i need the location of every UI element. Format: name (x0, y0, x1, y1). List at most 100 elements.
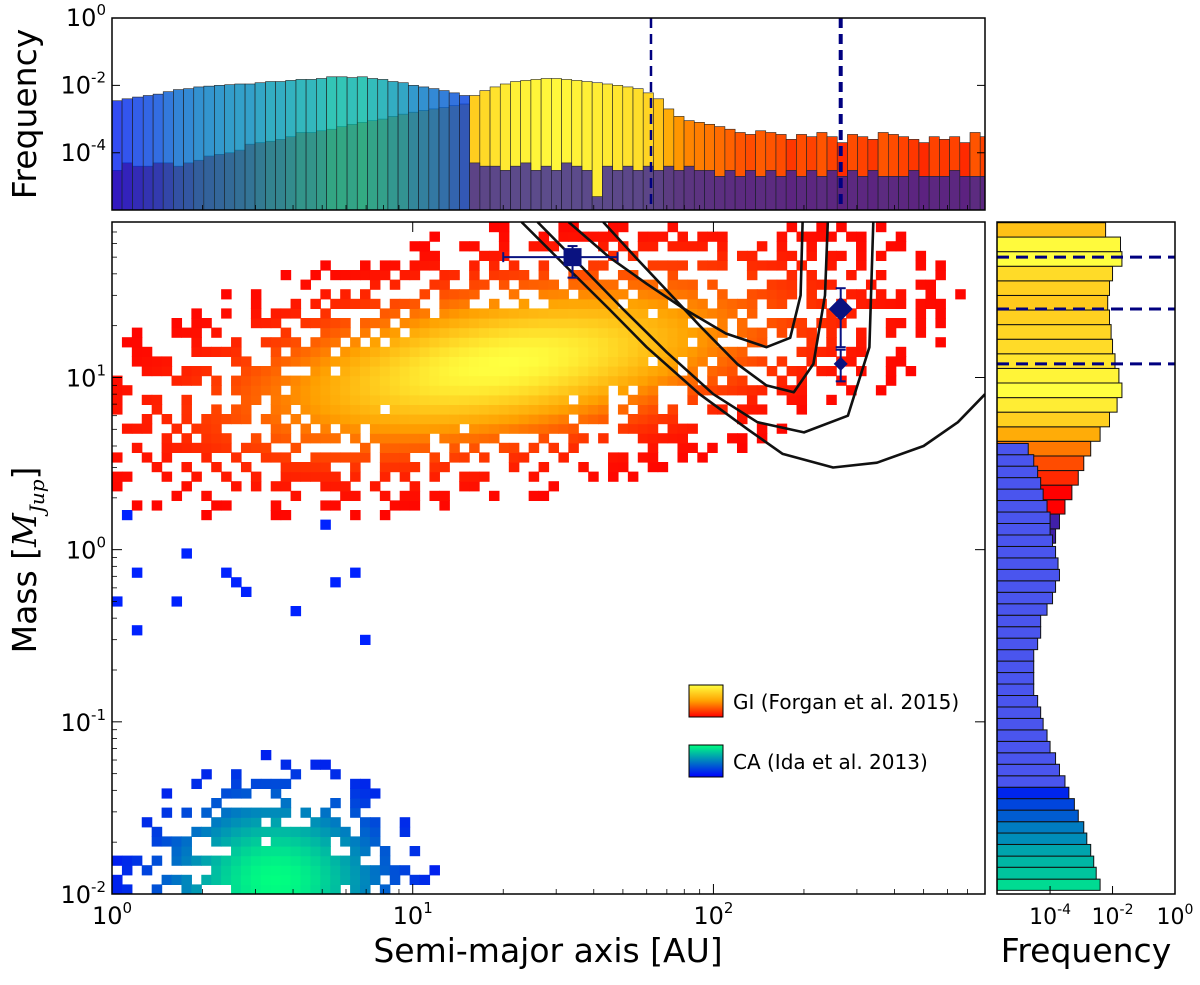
gi-cell (746, 404, 758, 415)
gi-cell (538, 289, 550, 300)
gi-cell (598, 337, 609, 348)
gi-cell (637, 452, 649, 463)
gi-cell (181, 414, 192, 425)
ca-cell (270, 855, 282, 866)
gi-cell (360, 346, 371, 357)
ca-cell (171, 874, 183, 885)
gi-cell (240, 394, 252, 405)
gi-cell (181, 462, 192, 473)
gi-cell (270, 318, 282, 329)
gi-cell (429, 423, 440, 434)
main-xtick-label-1-base: 10 (393, 902, 424, 930)
ca-cell (161, 836, 173, 847)
gi-cell (459, 356, 470, 367)
gi-cell (588, 327, 599, 338)
right-bar-right-bars-ca-26 (997, 580, 1057, 593)
gi-cell (746, 250, 758, 261)
ca-cell (240, 874, 252, 885)
right-histogram-x-axis-label: Frequency (1001, 931, 1171, 970)
gi-cell (211, 423, 222, 434)
gi-cell (399, 414, 411, 425)
right-histogram-frame (996, 221, 1176, 895)
gi-cell (627, 337, 639, 348)
top-bar-top-bars-ca-21 (326, 76, 338, 210)
gi-cell (389, 404, 401, 415)
gi-cell (588, 375, 599, 386)
top-bar-top-bars-ca-49 (612, 170, 624, 210)
gi-cell (548, 394, 560, 405)
gi-cell (459, 404, 470, 415)
gi-cell (439, 337, 450, 348)
gi-cell (588, 279, 599, 290)
gi-cell (201, 366, 212, 377)
ca-cell (369, 836, 381, 847)
gi-cell (201, 433, 212, 444)
gi-cell (667, 289, 679, 300)
ca-cell (360, 826, 371, 837)
gi-cell (439, 490, 450, 501)
main-ytick-label-0: 10-2 (60, 878, 106, 909)
gi-cell (518, 404, 530, 415)
gi-cell (558, 366, 569, 377)
gi-cell (637, 241, 649, 252)
top-bar-top-bars-ca-81 (939, 176, 950, 210)
ca-cell (300, 826, 312, 837)
gi-cell (518, 366, 530, 377)
gi-cell (558, 327, 569, 338)
right-xtick-label-1: 10-2 (1092, 902, 1134, 930)
main-y-axis-label-subscript: Jup (25, 479, 49, 517)
gi-cell (677, 260, 688, 271)
gi-cell (419, 414, 431, 425)
gi-cell (846, 356, 857, 367)
gi-cell (528, 404, 540, 415)
gi-cell (360, 375, 371, 386)
gi-cell (856, 337, 867, 348)
gi-cell (935, 337, 946, 348)
gi-cell (300, 318, 312, 329)
gi-cell (250, 318, 262, 329)
gi-cell (727, 298, 738, 309)
gi-cell (548, 298, 560, 309)
gi-cell (419, 346, 431, 357)
gi-cell (270, 356, 282, 367)
gi-cell (479, 404, 490, 415)
top-bar-top-bars-ca-48 (602, 165, 613, 210)
ca-cell (330, 855, 341, 866)
ca-cell (350, 855, 361, 866)
gi-cell (429, 452, 440, 463)
gi-cell (459, 327, 470, 338)
ca-cell (320, 874, 331, 885)
gi-cell (657, 346, 669, 357)
gi-cell (548, 356, 560, 367)
detection-limit-curves (520, 222, 985, 469)
gi-cell (528, 423, 540, 434)
gi-cell (459, 308, 470, 319)
gi-cell (617, 356, 629, 367)
gi-cell (350, 298, 361, 309)
top-bar-top-bars-ca-31 (428, 88, 440, 210)
ca-cell (280, 807, 292, 818)
gi-cell (508, 260, 520, 271)
gi-cell (330, 414, 341, 425)
gi-cell (419, 260, 431, 271)
gi-cell (439, 423, 450, 434)
gi-cell (538, 404, 550, 415)
ca-cell (121, 855, 133, 866)
ca-cell (250, 807, 262, 818)
gi-cell (667, 404, 679, 415)
gi-cell (717, 308, 728, 319)
gi-cell (240, 375, 252, 386)
ca-cell (151, 855, 163, 866)
gi-cell (538, 308, 550, 319)
gi-cell (181, 442, 192, 453)
gi-cell (360, 318, 371, 329)
main-ytick-label-1: 10-1 (60, 706, 106, 737)
gi-cell (627, 394, 639, 405)
gi-cell (885, 298, 897, 309)
gi-cell (201, 423, 212, 434)
gi-cell (469, 279, 480, 290)
gi-cell (608, 337, 619, 348)
gi-cell (776, 327, 788, 338)
top-ytick-label-2: 100 (66, 1, 106, 32)
gi-cell (409, 327, 421, 338)
